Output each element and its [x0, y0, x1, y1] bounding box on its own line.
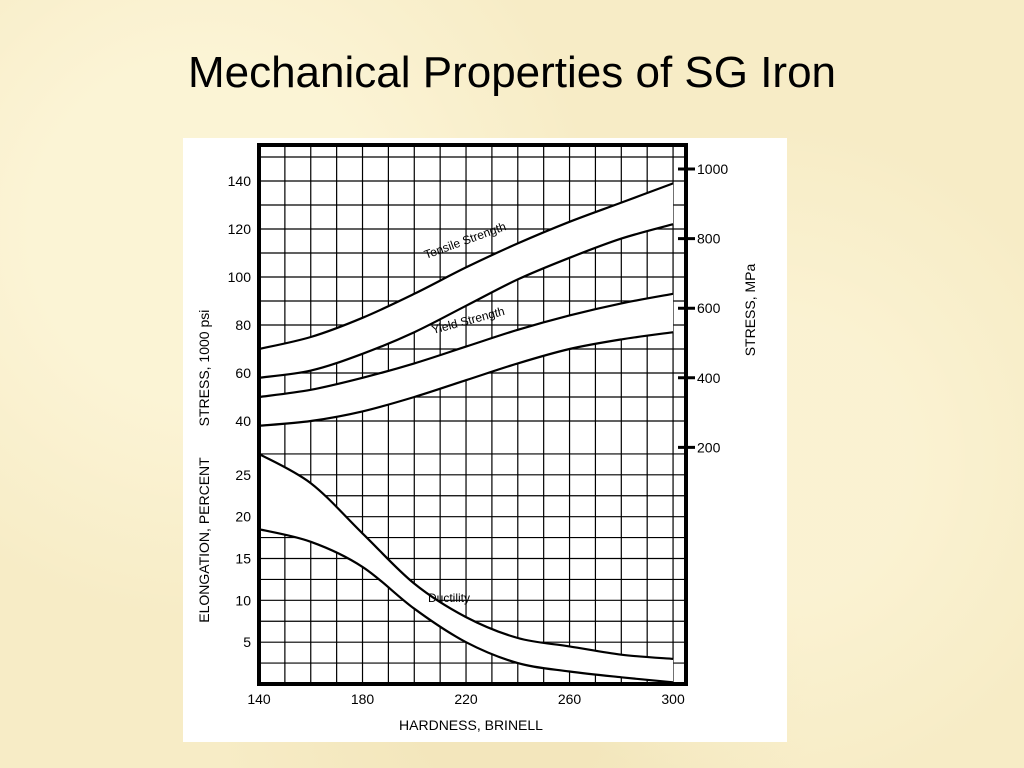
band-lower-curve	[258, 223, 674, 379]
elongation-tick-label: 5	[243, 634, 251, 650]
elongation-tick-label: 10	[235, 592, 251, 608]
band-fill	[259, 183, 674, 378]
stress-psi-tick-label: 140	[228, 173, 252, 189]
stress-psi-axis-title: STRESS, 1000 psi	[196, 310, 212, 427]
elongation-tick-label: 20	[235, 509, 251, 525]
stress-psi-tick-label: 120	[228, 221, 252, 237]
mpa-tick-label: 600	[697, 300, 721, 316]
elongation-tick-label: 15	[235, 551, 251, 567]
stress-psi-tick-label: 100	[228, 269, 252, 285]
x-tick-label: 220	[454, 691, 478, 707]
band-upper-curve	[258, 452, 674, 660]
x-tick-label: 180	[351, 691, 375, 707]
x-axis-title: HARDNESS, BRINELL	[399, 717, 543, 733]
band-lower-curve	[258, 528, 674, 684]
series-label-ductility: Ductility	[428, 591, 470, 605]
mpa-tick-label: 400	[697, 370, 721, 386]
band-fill	[259, 293, 674, 426]
stress-mpa-axis-title: STRESS, MPa	[742, 264, 758, 357]
mpa-tick-label: 200	[697, 439, 721, 455]
band-upper-curve	[258, 182, 674, 351]
band-upper-curve	[258, 292, 674, 399]
x-tick-label: 260	[558, 691, 582, 707]
chart-panel: Tensile Strength Yield Strength Ductility …	[183, 138, 787, 742]
x-tick-label: 300	[661, 691, 685, 707]
slide-title: Mechanical Properties of SG Iron	[187, 48, 837, 97]
bands	[258, 182, 674, 684]
stress-psi-tick-label: 60	[235, 365, 251, 381]
stress-psi-tick-label: 80	[235, 317, 251, 333]
x-tick-label: 140	[247, 691, 271, 707]
mpa-tick-label: 1000	[697, 161, 728, 177]
stress-psi-tick-label: 40	[235, 413, 251, 429]
mpa-tick-label: 800	[697, 231, 721, 247]
band-lower-curve	[258, 331, 674, 427]
ticks: 40 60 80 100 120 140 5 10 15 20 25 140 180 220 260 300 2…	[228, 145, 728, 707]
elongation-tick-label: 25	[235, 467, 251, 483]
elongation-axis-title: ELONGATION, PERCENT	[196, 457, 212, 623]
